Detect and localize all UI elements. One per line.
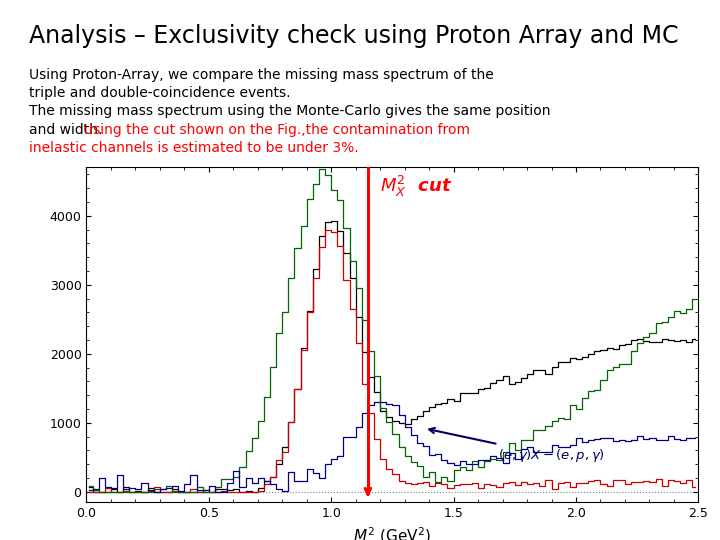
Text: $M_X^2$  cut: $M_X^2$ cut xyxy=(380,173,453,199)
Text: Using Proton-Array, we compare the missing mass spectrum of the: Using Proton-Array, we compare the missi… xyxy=(29,68,493,82)
X-axis label: $M_x^2$ (GeV$^2$): $M_x^2$ (GeV$^2$) xyxy=(354,525,431,540)
Text: $(e,\gamma)X - (e,p,\gamma)$: $(e,\gamma)X - (e,p,\gamma)$ xyxy=(429,428,605,464)
Text: inelastic channels is estimated to be under 3%.: inelastic channels is estimated to be un… xyxy=(29,141,359,156)
Text: triple and double-coincidence events.: triple and double-coincidence events. xyxy=(29,86,290,100)
Text: and width.: and width. xyxy=(29,123,107,137)
Text: Analysis – Exclusivity check using Proton Array and MC: Analysis – Exclusivity check using Proto… xyxy=(29,24,678,48)
Text: The missing mass spectrum using the Monte-Carlo gives the same position: The missing mass spectrum using the Mont… xyxy=(29,104,550,118)
Text: Using the cut shown on the Fig.,the contamination from: Using the cut shown on the Fig.,the cont… xyxy=(83,123,470,137)
